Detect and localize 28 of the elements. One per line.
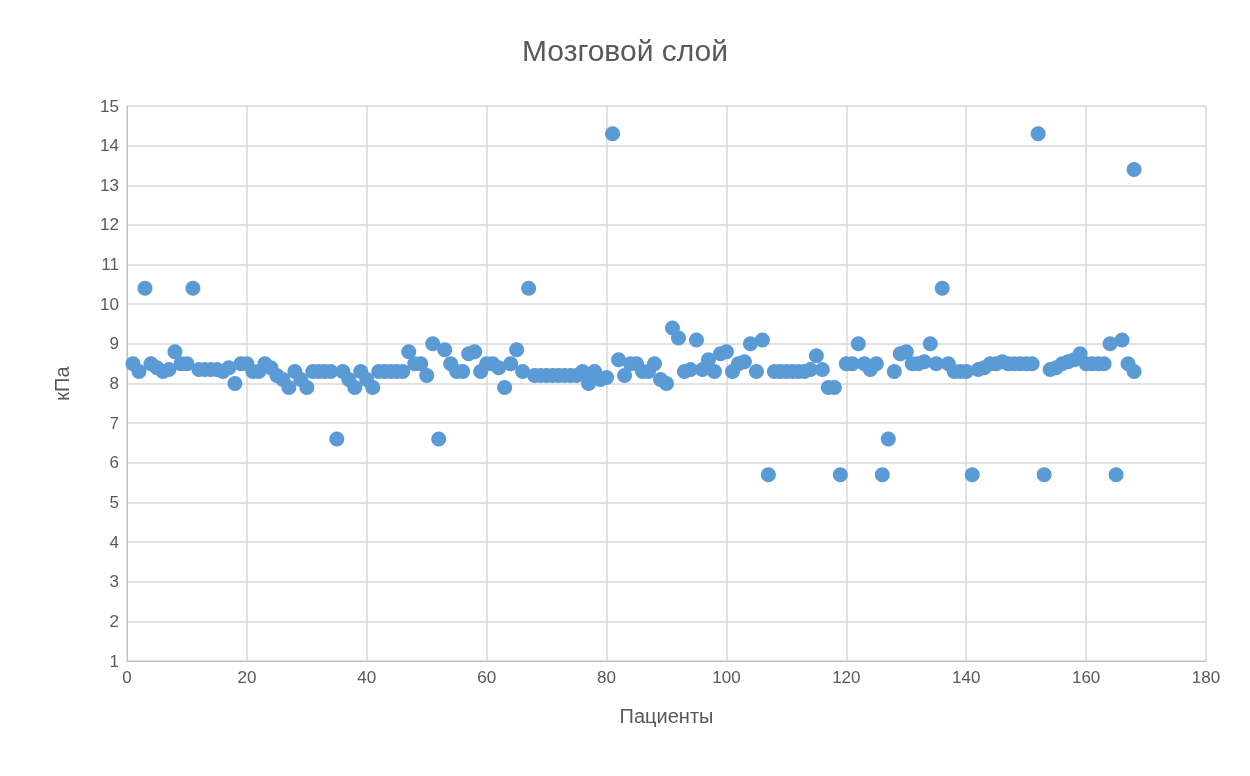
x-tick-label: 80 — [597, 668, 617, 687]
y-tick-label: 3 — [109, 572, 119, 592]
x-tick-label: 120 — [832, 668, 861, 687]
y-tick-label: 5 — [109, 492, 119, 512]
y-tick-label: 4 — [109, 532, 119, 552]
x-tick-label: 0 — [122, 668, 132, 687]
y-tick-label: 7 — [109, 413, 119, 433]
chart-title: Мозговой слой — [521, 33, 729, 67]
y-axis-title: кПа — [51, 365, 73, 401]
y-tick-label: 11 — [101, 255, 119, 275]
x-tick-label: 180 — [1191, 668, 1221, 687]
y-tick-label: 1 — [109, 651, 119, 671]
x-tick-label: 60 — [477, 668, 497, 687]
y-tick-label: 6 — [109, 453, 119, 473]
y-tick-label: 12 — [100, 215, 119, 235]
y-tick-label: 13 — [100, 175, 119, 195]
y-tick-label: 8 — [109, 374, 119, 393]
x-tick-label: 100 — [712, 668, 741, 687]
y-tick-label: 10 — [100, 294, 119, 314]
y-tick-label: 14 — [100, 136, 119, 156]
x-tick-label: 140 — [952, 668, 981, 687]
y-tick-label: 2 — [109, 611, 119, 631]
x-tick-label: 40 — [357, 668, 377, 687]
x-axis-title: Пациенты — [619, 705, 714, 727]
x-tick-label: 160 — [1071, 668, 1101, 687]
x-tick-label: 20 — [237, 668, 257, 687]
y-tick-label: 15 — [100, 96, 119, 116]
y-tick-label: 9 — [109, 334, 119, 354]
